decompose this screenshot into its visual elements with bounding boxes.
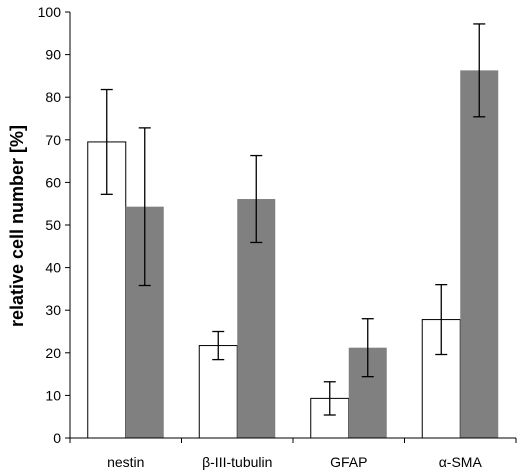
- category-label: nestin: [107, 454, 144, 470]
- error-bar: [473, 23, 486, 118]
- error-bar: [435, 283, 448, 356]
- y-tick-label: 90: [45, 47, 61, 63]
- error-bar: [361, 318, 374, 378]
- y-tick-label: 30: [45, 302, 61, 318]
- y-tick-label: 40: [45, 260, 61, 276]
- error-bar: [212, 330, 225, 361]
- y-axis-title: relative cell number [%]: [7, 125, 27, 327]
- error-bar: [323, 381, 336, 416]
- y-tick-label: 20: [45, 345, 61, 361]
- bar-series-1: [198, 345, 238, 439]
- y-tick-label: 60: [45, 174, 61, 190]
- bars: [87, 70, 499, 439]
- bar-series-2: [460, 70, 499, 438]
- error-bar: [138, 127, 151, 287]
- y-axis-ticks: 0 10 20 30 40 50 60 70 80 90 100: [38, 4, 70, 446]
- category-label: α-SMA: [439, 454, 483, 470]
- y-tick-label: 10: [45, 387, 61, 403]
- category-label: β-III-tubulin: [202, 454, 272, 470]
- y-tick-label: 100: [38, 4, 62, 20]
- x-axis: nestin β-III-tubulin GFAP α-SMA: [69, 437, 517, 470]
- category-label: GFAP: [330, 454, 367, 470]
- y-tick-label: 50: [45, 217, 61, 233]
- error-bar: [250, 154, 263, 244]
- y-tick-label: 80: [45, 89, 61, 105]
- y-tick-label: 70: [45, 132, 61, 148]
- error-bars: [100, 23, 486, 416]
- error-bar: [100, 88, 113, 195]
- y-tick-label: 0: [53, 430, 61, 446]
